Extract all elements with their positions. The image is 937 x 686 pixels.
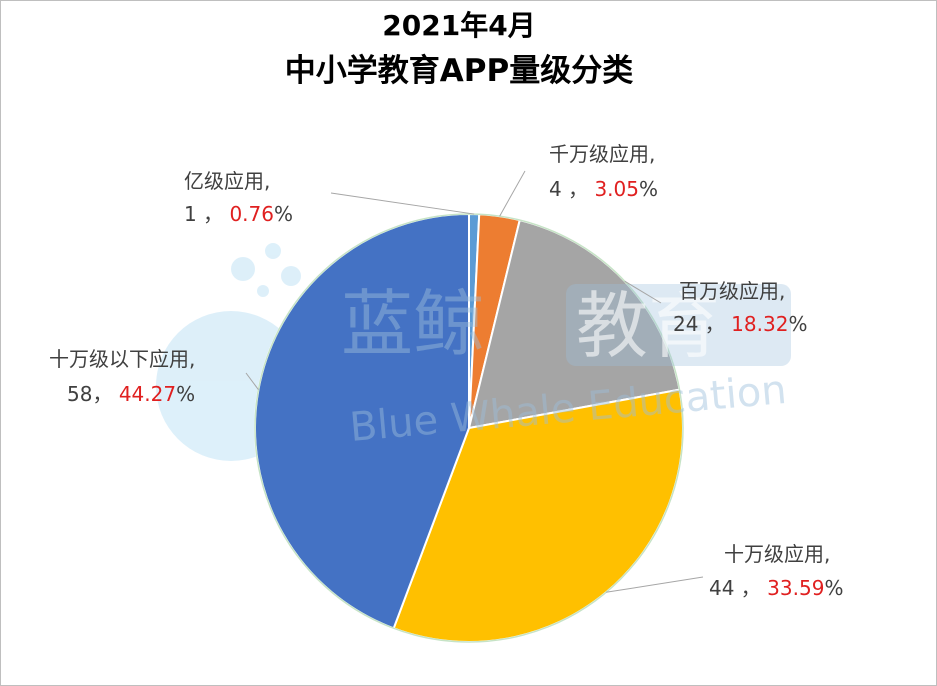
watermark-badge — [566, 284, 791, 366]
pie-slices — [254, 212, 684, 643]
data-labels: 亿级应用, 1 ， 0.76% 千万级应用, 4 ， 3.05% 百万级应用, 24 ， … — [49, 142, 843, 600]
leader-lines — [245, 170, 704, 593]
leader-line-4 — [245, 372, 259, 391]
data-label-name-4: 十万级以下应用, — [49, 347, 195, 371]
data-label-value-2: 24 ， 18.32% — [673, 312, 807, 336]
data-label-name-3: 十万级应用, — [724, 542, 830, 566]
watermark-brand-cn-badge: 教育 — [576, 284, 720, 368]
data-label-name-2: 百万级应用, — [679, 279, 785, 303]
chart-title-line1: 2021年4月 — [382, 9, 535, 42]
data-label-name-1: 千万级应用, — [549, 142, 655, 166]
data-label-value-0: 1 ， 0.76% — [184, 202, 293, 226]
leader-line-2 — [624, 280, 662, 304]
data-label-name-0: 亿级应用, — [184, 169, 270, 193]
watermark-brand-cn: 蓝鲸 — [341, 282, 485, 366]
leader-line-3 — [606, 576, 704, 593]
data-label-value-3: 44 ， 33.59% — [709, 576, 843, 600]
data-label-value-4: 58， 44.27% — [67, 382, 195, 406]
pie-outline — [254, 213, 684, 643]
leader-line-0 — [330, 192, 475, 215]
data-label-value-1: 4 ， 3.05% — [549, 177, 658, 201]
chart-title-line2: 中小学教育APP量级分类 — [285, 53, 633, 89]
leader-line-1 — [499, 170, 526, 217]
